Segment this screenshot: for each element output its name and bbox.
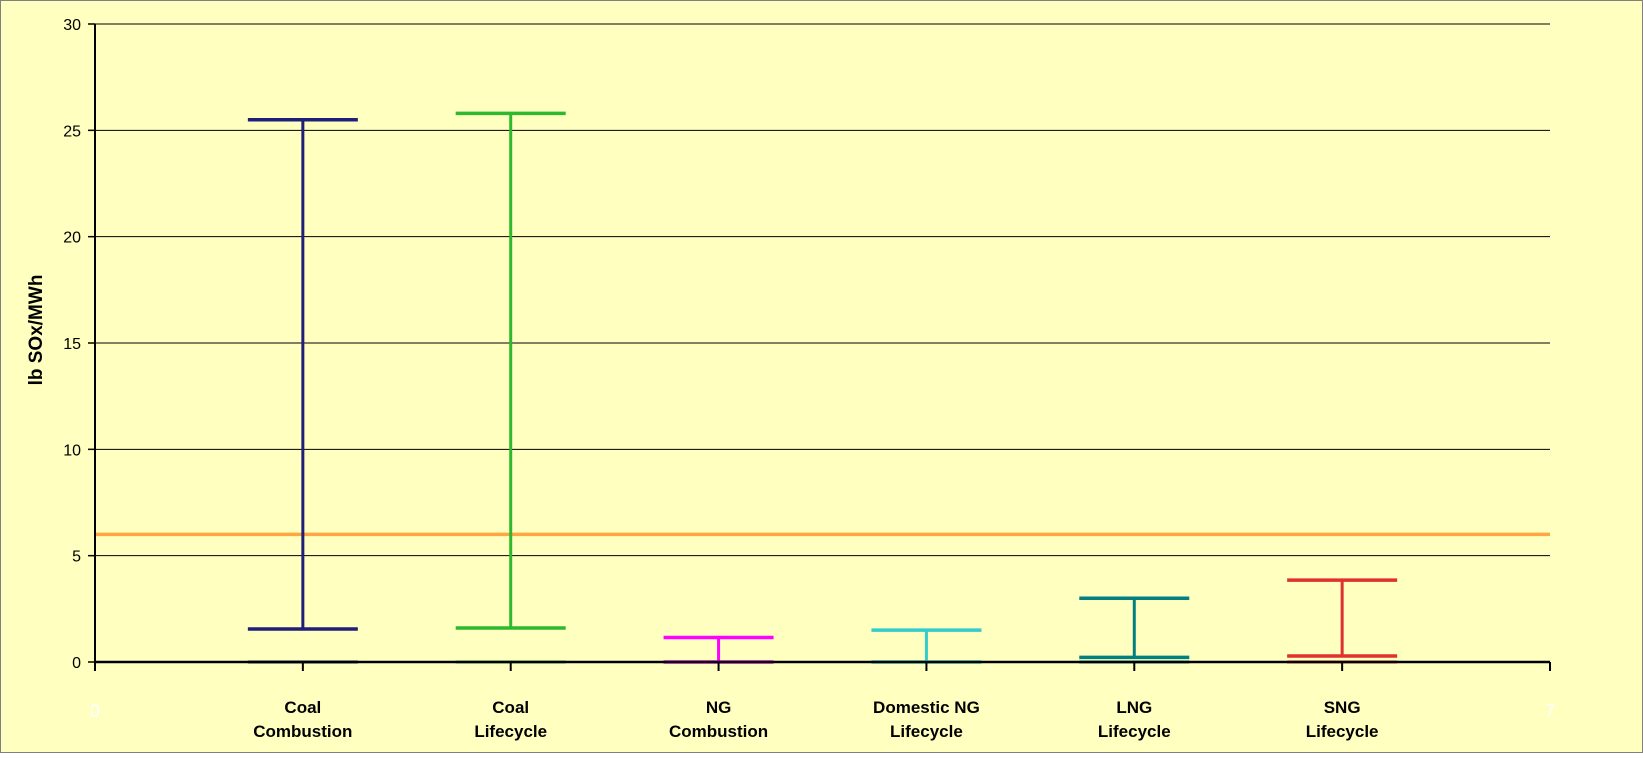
x-tick-label-7: 7 bbox=[1545, 701, 1555, 721]
axis-labels: lb SOx/MWh 0 5 10 15 20 25 30 Coal Combustion Coa… bbox=[26, 17, 1555, 741]
y-tick-label-15: 15 bbox=[63, 336, 81, 353]
y-tick-label-5: 5 bbox=[72, 549, 81, 566]
x-category-label-4: Domestic NG Lifecycle bbox=[873, 698, 980, 741]
x-category-label-5: LNG Lifecycle bbox=[1098, 698, 1171, 741]
y-tick-label-25: 25 bbox=[63, 123, 81, 140]
x-tick-label-0: 0 bbox=[90, 701, 100, 721]
y-tick-label-10: 10 bbox=[63, 442, 81, 459]
gridlines bbox=[95, 23, 1550, 557]
x-category-label-3: NG Combustion bbox=[669, 698, 768, 741]
x-category-label-6: SNG Lifecycle bbox=[1306, 698, 1379, 741]
axes bbox=[88, 23, 1551, 671]
x-category-label-1: Coal Combustion bbox=[253, 698, 352, 741]
y-tick-label-30: 30 bbox=[63, 17, 81, 34]
x-category-label-2: Coal Lifecycle bbox=[474, 698, 547, 741]
y-tick-label-20: 20 bbox=[63, 230, 81, 247]
y-axis-title: lb SOx/MWh bbox=[26, 275, 47, 386]
y-tick-label-0: 0 bbox=[72, 655, 81, 672]
